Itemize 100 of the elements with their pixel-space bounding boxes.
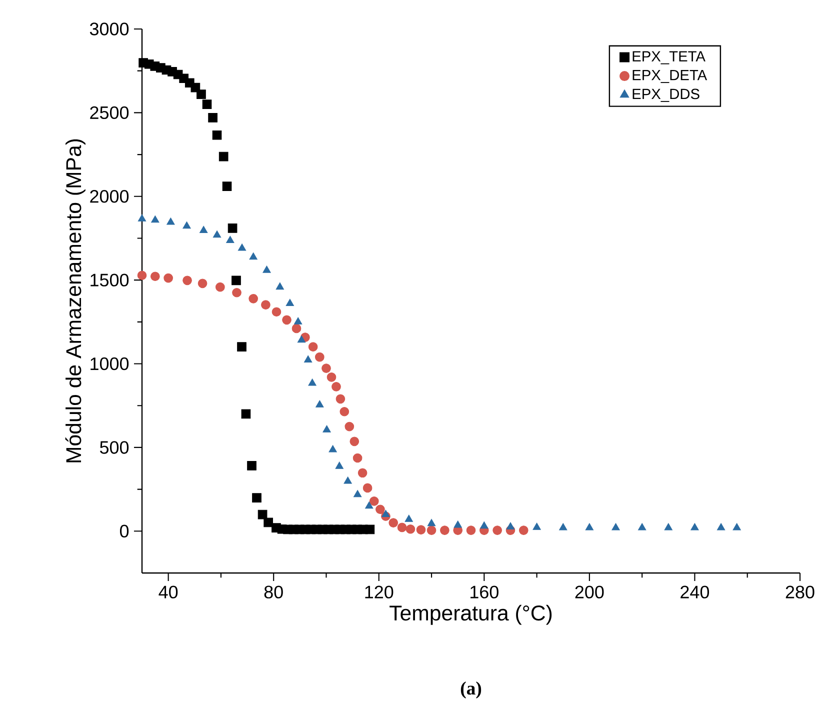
point: [518, 526, 528, 535]
point: [404, 514, 413, 522]
point: [416, 525, 426, 534]
point: [690, 523, 699, 530]
point: [200, 226, 208, 233]
point: [406, 524, 416, 534]
point: [202, 100, 212, 109]
point: [427, 518, 436, 526]
point: [252, 493, 262, 503]
point: [350, 436, 360, 446]
y-tick-label: 1000: [90, 357, 129, 370]
point: [466, 526, 476, 535]
point: [340, 406, 350, 416]
point: [532, 522, 541, 530]
y-tick-label: 1500: [90, 274, 129, 286]
text: (a): [460, 682, 482, 698]
point: [314, 352, 324, 362]
point: [335, 462, 344, 469]
y-tick-label: 2000: [90, 190, 129, 203]
point: [238, 244, 246, 251]
point: [365, 502, 374, 509]
x-tick-label: 280: [786, 586, 814, 598]
point: [286, 298, 294, 306]
point: [353, 490, 362, 498]
point: [196, 90, 206, 99]
point: [232, 276, 241, 286]
point: [585, 523, 594, 530]
point: [388, 518, 398, 528]
point: [258, 510, 268, 520]
point: [328, 445, 337, 452]
y-tick-label: 0: [120, 524, 129, 538]
point: [369, 496, 379, 506]
point: [344, 476, 352, 484]
point: [308, 342, 318, 352]
point: [216, 282, 225, 292]
point: [492, 526, 502, 535]
point: [164, 273, 173, 283]
point: [138, 214, 146, 222]
point: [638, 523, 646, 530]
y-tick-label: 3000: [90, 22, 129, 36]
point: [352, 453, 362, 463]
point: [440, 526, 450, 535]
point: [382, 510, 390, 518]
y-tick-label: 2500: [90, 106, 129, 120]
point: [151, 215, 160, 223]
point: [376, 504, 385, 514]
point: [228, 224, 238, 233]
x-tick-label: 200: [575, 586, 604, 598]
point: [218, 152, 228, 162]
point: [282, 315, 292, 325]
y-axis-title: Módulo de Armazenamento (MPa): [65, 139, 86, 462]
point: [212, 130, 222, 140]
point: [326, 372, 336, 382]
point: [612, 523, 620, 530]
legend-label: EPX_DDS: [632, 88, 700, 102]
point: [365, 524, 375, 534]
point: [137, 270, 147, 280]
point: [226, 236, 234, 244]
point: [304, 355, 312, 363]
point: [241, 409, 251, 419]
point: [198, 278, 208, 288]
point: [426, 526, 436, 535]
legend-label: EPX_TETA: [632, 51, 706, 64]
point: [397, 522, 407, 532]
x-tick-label: 40: [158, 586, 178, 598]
point: [247, 461, 256, 470]
point: [297, 335, 306, 343]
point: [358, 468, 368, 478]
x-axis-title: Temperatura (°C): [390, 604, 552, 625]
x-tick-label: 160: [470, 586, 498, 598]
point: [248, 294, 258, 304]
y-tick-label: 500: [100, 441, 129, 454]
point: [344, 422, 354, 432]
point: [559, 523, 568, 530]
point: [362, 483, 372, 493]
point: [237, 342, 246, 352]
point: [264, 518, 274, 528]
point: [182, 276, 192, 286]
point: [150, 272, 160, 282]
point: [292, 324, 302, 334]
point: [716, 523, 726, 530]
point: [261, 300, 270, 310]
point: [664, 523, 672, 530]
point: [276, 282, 284, 290]
point: [262, 266, 271, 273]
point: [506, 522, 515, 530]
point: [208, 113, 218, 122]
point: [182, 222, 191, 229]
point: [166, 218, 175, 225]
point: [336, 394, 346, 404]
point: [322, 364, 331, 373]
point: [732, 523, 741, 530]
point: [322, 425, 331, 432]
point: [212, 230, 222, 238]
x-tick-label: 240: [680, 586, 710, 598]
x-tick-label: 120: [365, 586, 394, 598]
point: [332, 382, 341, 392]
point: [316, 400, 324, 408]
point: [232, 288, 242, 298]
point: [480, 521, 488, 529]
